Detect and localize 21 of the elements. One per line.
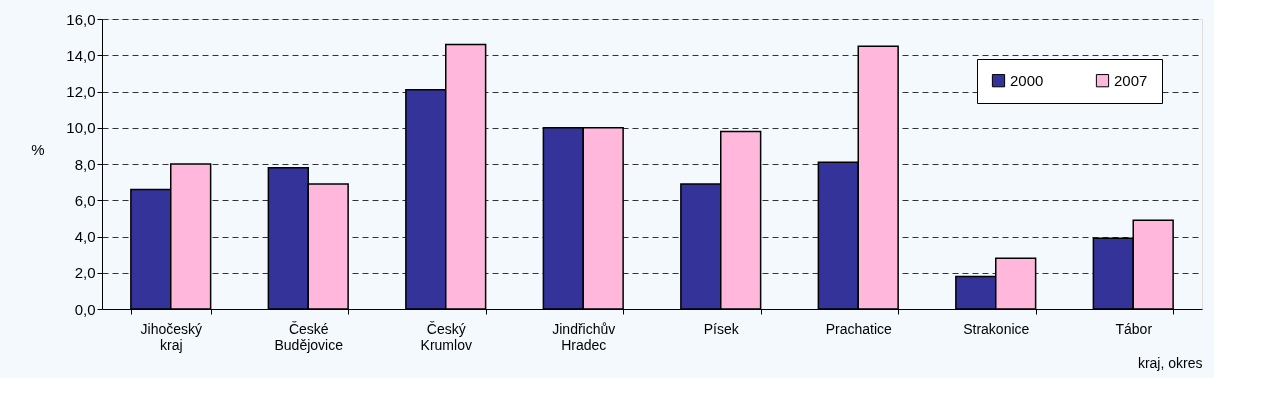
y-tick-label: 12,0 bbox=[66, 83, 96, 100]
y-tick-label: 6,0 bbox=[74, 191, 96, 209]
x-axis-title: kraj, okres bbox=[1137, 354, 1203, 371]
x-tick-label: Jihočeský kraj bbox=[140, 320, 202, 353]
y-tick-label: 10,0 bbox=[66, 119, 96, 137]
legend-label: 2007 bbox=[1114, 71, 1148, 89]
x-tick-label: Strakonice bbox=[963, 320, 1030, 337]
y-tick-label: 8,0 bbox=[74, 155, 96, 173]
y-tick-label: 0,0 bbox=[74, 300, 96, 318]
y-axis-title: % bbox=[31, 140, 45, 158]
y-tick-label: 2,0 bbox=[74, 264, 96, 282]
x-tick-label: České Budějovice bbox=[274, 320, 344, 353]
x-tick-label: Prachatice bbox=[825, 320, 893, 337]
x-tick-label: Jindřichův Hradec bbox=[552, 320, 616, 353]
y-tick-label: 16,0 bbox=[66, 10, 96, 28]
y-tick-label: 4,0 bbox=[74, 228, 96, 245]
x-tick-label: Písek bbox=[703, 320, 740, 337]
x-tick-label: Tábor bbox=[1115, 320, 1153, 337]
y-tick-label: 14,0 bbox=[66, 46, 96, 64]
x-tick-label: Český Krumlov bbox=[420, 320, 472, 353]
legend-label: 2000 bbox=[1010, 71, 1044, 89]
